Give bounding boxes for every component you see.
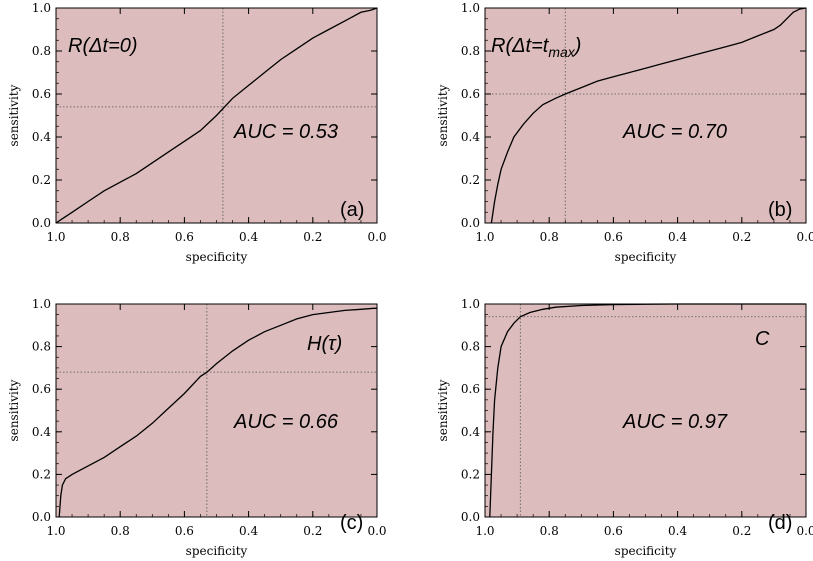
y-tick-label: 0.0 [32, 216, 51, 230]
y-tick-label: 0.6 [461, 382, 480, 396]
panel-label: (a) [340, 199, 364, 221]
y-axis-label: sensitivity [436, 379, 450, 441]
y-tick-label: 0.4 [32, 425, 51, 439]
y-tick-label: 0.2 [32, 467, 51, 481]
auc-annotation: AUC = 0.97 [622, 411, 728, 433]
panel-label: (d) [768, 512, 792, 534]
x-tick-label: 0.0 [367, 230, 386, 244]
y-tick-label: 0.4 [32, 130, 51, 144]
x-axis-label: specificity [186, 544, 248, 558]
x-tick-label: 1.0 [46, 230, 65, 244]
x-tick-label: 0.6 [175, 524, 194, 538]
panel-label: (b) [768, 199, 792, 221]
x-tick-label: 0.6 [604, 230, 623, 244]
plot-title: C [755, 328, 770, 350]
plot-background [485, 304, 806, 517]
y-tick-label: 0.0 [461, 510, 480, 524]
plot-title-part: ) [573, 35, 582, 57]
x-tick-label: 0.2 [732, 524, 751, 538]
y-tick-label: 1.0 [461, 297, 480, 311]
plot-background [485, 8, 806, 223]
x-tick-label: 0.8 [540, 524, 559, 538]
x-tick-label: 0.2 [303, 230, 322, 244]
x-tick-label: 0.4 [239, 524, 258, 538]
x-axis-label: specificity [615, 544, 677, 558]
y-tick-label: 0.0 [461, 216, 480, 230]
x-tick-label: 0.2 [303, 524, 322, 538]
plot-title: H(τ) [307, 333, 342, 355]
y-axis-label: sensitivity [7, 84, 21, 146]
panel-label: (c) [340, 512, 363, 534]
plot-title-part: C [755, 328, 770, 350]
y-tick-label: 0.6 [32, 87, 51, 101]
y-tick-label: 1.0 [461, 1, 480, 15]
auc-annotation: AUC = 0.53 [233, 121, 338, 143]
roc-panel-4: 1.0 0.8 0.6 0.4 0.2 0.0 0.0 0.2 0.4 0.6 0.8 1.0 spec… [436, 297, 813, 558]
y-axis-label: sensitivity [436, 84, 450, 146]
roc-panel-2: 1.0 0.8 0.6 0.4 0.2 0.0 0.0 0.2 0.4 0.6 0.8 1.0 spec… [436, 1, 813, 264]
y-tick-label: 0.0 [32, 510, 51, 524]
x-tick-label: 1.0 [46, 524, 65, 538]
plot-title-part: R(Δt=0) [68, 35, 138, 57]
auc-annotation: AUC = 0.66 [233, 411, 339, 433]
y-axis-label: sensitivity [7, 379, 21, 441]
plot-title: R(Δt=tmax) [491, 35, 581, 60]
x-tick-label: 0.4 [668, 230, 687, 244]
x-tick-label: 0.4 [239, 230, 258, 244]
y-tick-label: 0.8 [461, 340, 480, 354]
y-tick-label: 0.6 [461, 87, 480, 101]
x-tick-label: 0.8 [111, 230, 130, 244]
y-tick-label: 1.0 [32, 297, 51, 311]
y-tick-label: 0.2 [32, 173, 51, 187]
roc-panel-1: 1.0 0.8 0.6 0.4 0.2 0.0 0.0 0.2 0.4 0.6 0.8 1.0 spec… [7, 1, 387, 264]
y-tick-label: 0.6 [32, 382, 51, 396]
roc-curve-line [55, 7, 378, 224]
x-axis-label: specificity [186, 250, 248, 264]
x-tick-label: 0.0 [796, 230, 813, 244]
x-tick-label: 0.6 [175, 230, 194, 244]
plot-title-part: H(τ) [307, 333, 342, 355]
x-tick-label: 0.8 [540, 230, 559, 244]
y-tick-label: 0.2 [461, 173, 480, 187]
x-tick-label: 0.0 [796, 524, 813, 538]
y-tick-label: 0.4 [461, 425, 480, 439]
plot-title-subscript: max [548, 44, 575, 60]
roc-curve-line [490, 7, 807, 224]
x-tick-label: 1.0 [475, 524, 494, 538]
y-tick-label: 0.8 [461, 44, 480, 58]
roc-curve-line [58, 307, 377, 518]
x-axis-label: specificity [615, 250, 677, 264]
x-tick-label: 0.0 [367, 524, 386, 538]
y-tick-label: 0.2 [461, 467, 480, 481]
x-tick-label: 0.2 [732, 230, 751, 244]
y-tick-label: 0.8 [32, 44, 51, 58]
x-tick-label: 0.6 [604, 524, 623, 538]
x-tick-label: 0.4 [668, 524, 687, 538]
x-tick-label: 0.8 [111, 524, 130, 538]
roc-panel-3: 1.0 0.8 0.6 0.4 0.2 0.0 0.0 0.2 0.4 0.6 0.8 1.0 spec… [7, 297, 387, 558]
plot-title-part: R(Δt=t [491, 35, 550, 57]
auc-annotation: AUC = 0.70 [622, 121, 727, 143]
plot-background [56, 304, 377, 517]
plot-title: R(Δt=0) [68, 35, 138, 57]
y-tick-label: 1.0 [32, 1, 51, 15]
x-tick-label: 1.0 [475, 230, 494, 244]
y-tick-label: 0.4 [461, 130, 480, 144]
y-tick-label: 0.8 [32, 340, 51, 354]
